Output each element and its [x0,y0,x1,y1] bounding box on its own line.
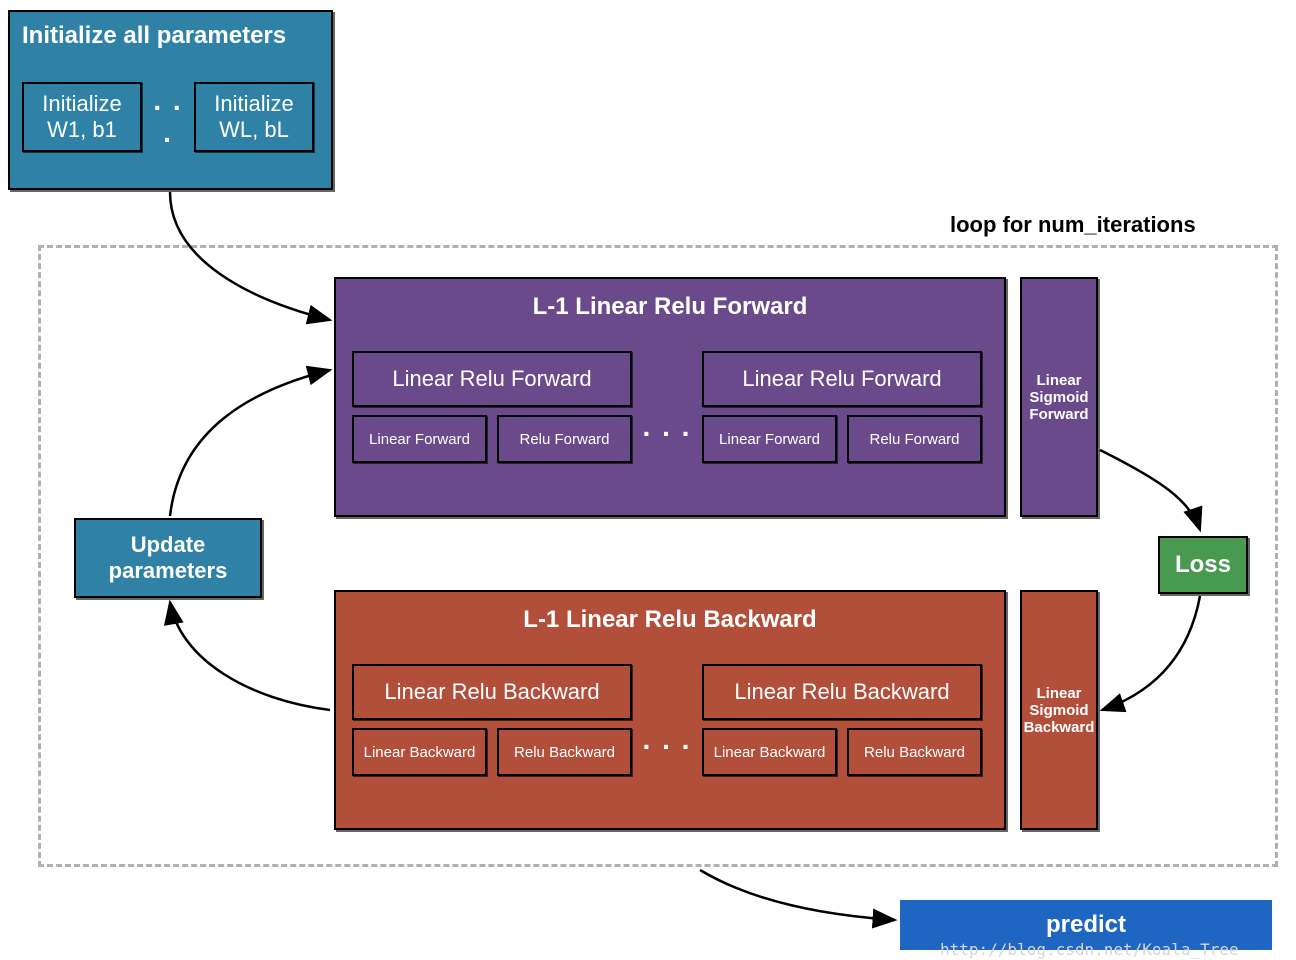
forward-sub-linear-1: Linear Forward [352,415,487,463]
init-cell-w1b1: Initialize W1, b1 [22,82,142,152]
loss-label: Loss [1175,551,1231,579]
update-label: Update parameters [109,532,228,584]
backward-block: L-1 Linear Relu Backward Linear Relu Bac… [334,590,1006,830]
forward-group-1: Linear Relu Forward [352,351,632,407]
backward-group-1: Linear Relu Backward [352,664,632,720]
forward-sub-relu-2: Relu Forward [847,415,982,463]
update-block: Update parameters [74,518,262,598]
forward-block: L-1 Linear Relu Forward Linear Relu Forw… [334,277,1006,517]
init-cell-wlbl: Initialize WL, bL [194,82,314,152]
backward-sub-linear-2: Linear Backward [702,728,837,776]
init-block: Initialize all parameters Initialize W1,… [8,10,333,190]
forward-title: L-1 Linear Relu Forward [336,279,1004,329]
backward-group-2: Linear Relu Backward [702,664,982,720]
forward-sigmoid-block: Linear Sigmoid Forward [1020,277,1098,517]
backward-sigmoid-block: Linear Sigmoid Backward [1020,590,1098,830]
forward-sub-relu-1: Relu Forward [497,415,632,463]
predict-label: predict [1046,911,1126,939]
loss-block: Loss [1158,536,1248,594]
backward-sigmoid-label: Linear Sigmoid Backward [1024,685,1095,736]
backward-sub-linear-1: Linear Backward [352,728,487,776]
init-dots: . . . [148,85,188,149]
forward-dots: . . . [632,371,702,443]
backward-sub-relu-1: Relu Backward [497,728,632,776]
watermark-text: http://blog.csdn.net/Koala_Tree [940,940,1239,959]
loop-label: loop for num_iterations [950,212,1196,238]
forward-sigmoid-label: Linear Sigmoid Forward [1029,372,1088,423]
backward-dots: . . . [632,684,702,756]
backward-title: L-1 Linear Relu Backward [336,592,1004,642]
backward-sub-relu-2: Relu Backward [847,728,982,776]
forward-sub-linear-2: Linear Forward [702,415,837,463]
init-title: Initialize all parameters [10,12,331,56]
forward-group-2: Linear Relu Forward [702,351,982,407]
